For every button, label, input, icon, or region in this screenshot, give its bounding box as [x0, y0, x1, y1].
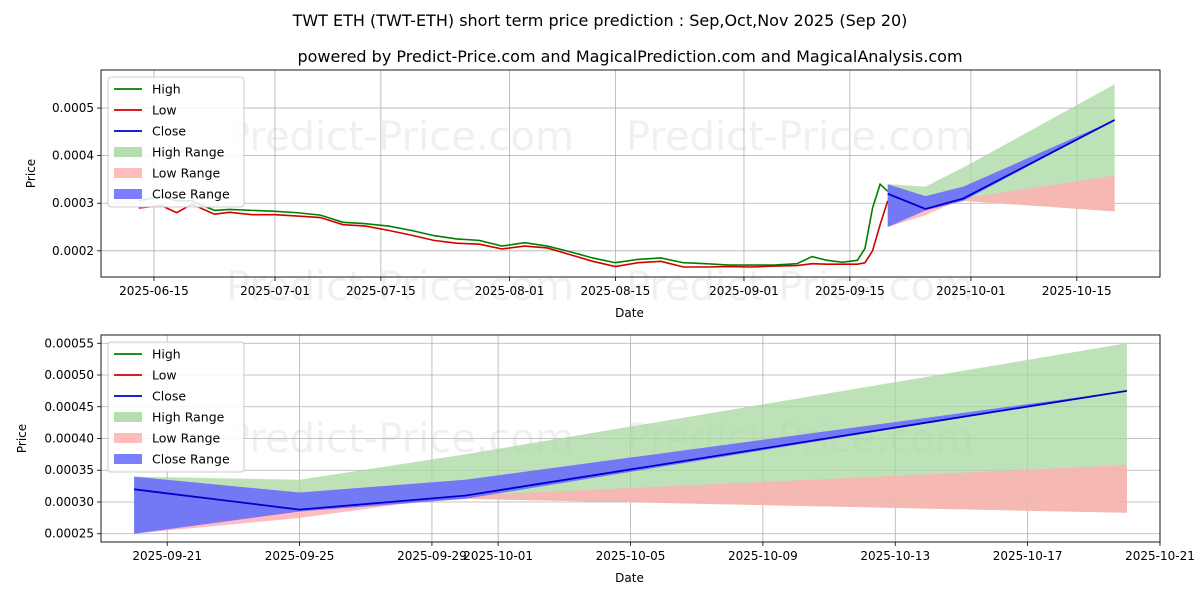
low-range-area: [887, 175, 1115, 228]
x-tick-label: 2025-08-01: [475, 284, 545, 298]
y-tick-label: 0.00040: [44, 432, 94, 446]
x-axis-label: Date: [615, 306, 644, 320]
legend-area-swatch: [114, 454, 142, 464]
legend-label: Low Range: [152, 431, 221, 446]
legend-label: Low: [152, 368, 177, 383]
legend-area-swatch: [114, 189, 142, 199]
high-line: [138, 182, 889, 266]
plot-frame: [100, 334, 1161, 543]
x-tick-label: 2025-10-13: [860, 549, 930, 563]
x-tick-label: 2025-10-09: [728, 549, 798, 563]
y-tick-label: 0.0004: [52, 149, 94, 163]
close-forecast-line: [133, 389, 1128, 511]
y-tick-label: 0.00025: [44, 527, 94, 541]
low-line: [138, 200, 889, 268]
x-tick-label: 2025-10-01: [936, 284, 1006, 298]
watermark-text: Predict-Price.com: [626, 114, 974, 160]
y-tick-label: 0.0002: [52, 244, 94, 258]
legend-label: High: [152, 347, 181, 362]
x-tick-label: 2025-10-17: [993, 549, 1063, 563]
plot-frame: [100, 69, 1161, 278]
legend-label: High: [152, 82, 181, 97]
y-tick-label: 0.00050: [44, 368, 94, 382]
x-axis-label: Date: [615, 571, 644, 585]
watermark-text: Predict-Price.com: [626, 264, 974, 310]
y-tick-label: 0.0003: [52, 196, 94, 210]
x-tick-label: 2025-09-01: [709, 284, 779, 298]
y-axis-label: Price: [15, 424, 29, 453]
legend-label: Close Range: [152, 452, 230, 467]
x-tick-label: 2025-10-21: [1125, 549, 1195, 563]
legend-label: High Range: [152, 410, 225, 425]
watermark-text: Predict-Price.com: [226, 114, 574, 160]
legend-label: Low: [152, 103, 177, 118]
x-tick-label: 2025-09-29: [397, 549, 467, 563]
chart-panel-forecast: Predict-Price.comPredict-Price.com2025-0…: [15, 334, 1195, 585]
y-tick-label: 0.00035: [44, 463, 94, 477]
x-tick-label: 2025-09-15: [815, 284, 885, 298]
legend-area-swatch: [114, 168, 142, 178]
x-tick-label: 2025-09-21: [132, 549, 202, 563]
y-tick-label: 0.00045: [44, 400, 94, 414]
legend-label: Close Range: [152, 187, 230, 202]
chart-title: TWT ETH (TWT-ETH) short term price predi…: [292, 11, 908, 30]
close-range-area: [134, 390, 1127, 534]
y-axis-label: Price: [24, 159, 38, 188]
chart-panel-full: Predict-Price.com Predict-Price.com Predic…: [24, 69, 1161, 320]
legend-label: High Range: [152, 145, 225, 160]
close-forecast-line: [887, 119, 1116, 210]
legend-area-swatch: [114, 433, 142, 443]
close-range-area: [887, 119, 1115, 228]
x-tick-label: 2025-10-15: [1042, 284, 1112, 298]
legend-label: Low Range: [152, 166, 221, 181]
legend-area-swatch: [114, 147, 142, 157]
y-tick-label: 0.00055: [44, 336, 94, 350]
x-tick-label: 2025-07-15: [346, 284, 416, 298]
legend-area-swatch: [114, 412, 142, 422]
low-range-area: [134, 465, 1127, 534]
x-tick-label: 2025-08-15: [580, 284, 650, 298]
x-tick-label: 2025-07-01: [240, 284, 310, 298]
x-tick-label: 2025-10-01: [463, 549, 533, 563]
x-tick-label: 2025-10-05: [596, 549, 666, 563]
legend-label: Close: [152, 389, 186, 404]
watermark-text: Predict-Price.com: [226, 264, 574, 310]
legend-label: Close: [152, 124, 186, 139]
chart-subtitle: powered by Predict-Price.com and Magical…: [297, 47, 962, 66]
y-tick-label: 0.00030: [44, 495, 94, 509]
y-tick-label: 0.0005: [52, 101, 94, 115]
x-tick-label: 2025-09-25: [265, 549, 335, 563]
x-tick-label: 2025-06-15: [119, 284, 189, 298]
